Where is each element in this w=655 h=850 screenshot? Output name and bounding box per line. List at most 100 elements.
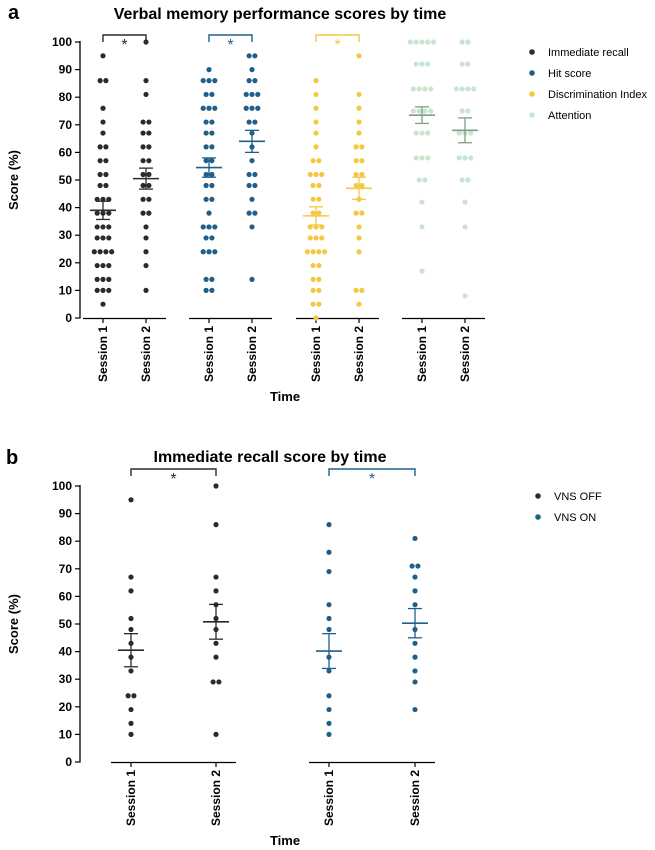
data-point — [412, 706, 418, 713]
data-point — [209, 235, 215, 241]
data-point — [316, 249, 322, 255]
data-point — [409, 563, 415, 569]
data-point — [209, 119, 215, 125]
data-point — [465, 177, 471, 183]
data-point — [326, 568, 332, 575]
data-point — [410, 86, 416, 92]
y-tick-label: 10 — [59, 727, 73, 741]
data-point — [326, 693, 332, 699]
data-point — [359, 171, 365, 178]
data-point — [425, 61, 431, 67]
data-point — [465, 61, 471, 67]
data-point — [206, 249, 212, 255]
data-point — [100, 276, 106, 282]
data-point — [425, 130, 431, 136]
data-point — [103, 158, 109, 164]
data-point — [307, 171, 313, 178]
data-point — [326, 549, 332, 555]
data-point — [359, 144, 365, 150]
data-point — [94, 224, 100, 230]
data-point — [140, 119, 146, 125]
data-point — [310, 182, 316, 189]
data-point — [203, 182, 209, 189]
data-point — [146, 130, 152, 136]
legend-label: Attention — [548, 110, 591, 122]
data-point — [462, 199, 468, 205]
data-point — [203, 171, 209, 178]
x-tick-label: Session 2 — [352, 326, 366, 382]
data-point — [313, 130, 319, 136]
data-point — [310, 249, 316, 255]
data-point — [419, 39, 425, 45]
y-tick-label: 10 — [59, 283, 73, 297]
data-point — [209, 144, 215, 150]
legend-label: Discrimination Index — [548, 89, 648, 101]
data-point — [425, 155, 431, 161]
data-point — [206, 224, 212, 230]
data-point — [326, 706, 332, 713]
data-point — [140, 130, 146, 136]
data-point — [249, 158, 255, 164]
data-point — [100, 262, 106, 269]
data-point — [313, 91, 319, 98]
data-point — [246, 53, 252, 59]
data-point — [415, 563, 421, 569]
legend-label: Immediate recall — [548, 47, 629, 59]
data-point — [412, 574, 418, 580]
data-point — [140, 144, 146, 150]
data-point — [103, 144, 109, 150]
data-point — [412, 602, 418, 608]
data-point — [246, 171, 252, 178]
data-point — [97, 144, 103, 150]
data-point — [146, 210, 152, 216]
data-point — [353, 182, 359, 189]
data-point — [246, 182, 252, 189]
x-tick-label: Session 2 — [408, 770, 422, 826]
data-point — [462, 293, 468, 299]
data-point — [103, 78, 109, 84]
data-point — [459, 177, 465, 183]
data-point — [213, 640, 219, 646]
y-tick-label: 100 — [52, 35, 72, 49]
data-point — [413, 155, 419, 161]
data-point — [326, 615, 332, 622]
y-tick-label: 40 — [59, 645, 73, 659]
data-point — [203, 119, 209, 125]
data-point — [252, 78, 258, 84]
x-tick-label: Session 1 — [322, 770, 336, 826]
data-point — [209, 130, 215, 136]
data-point — [97, 158, 103, 164]
data-point — [203, 130, 209, 136]
data-point — [313, 78, 319, 84]
significance-star: * — [227, 37, 233, 54]
significance-star: * — [170, 471, 176, 488]
legend-marker — [529, 112, 535, 118]
data-point — [359, 182, 365, 189]
y-axis-title: Score (%) — [6, 594, 21, 654]
data-point — [310, 287, 316, 293]
data-point — [359, 287, 365, 293]
data-point — [128, 720, 134, 726]
data-point — [146, 182, 152, 189]
data-point — [97, 78, 103, 84]
data-point — [316, 262, 322, 269]
data-point — [252, 210, 258, 216]
data-point — [213, 588, 219, 594]
x-axis-title: Time — [270, 833, 300, 848]
data-point — [431, 39, 437, 45]
significance-star: * — [369, 471, 375, 488]
data-point — [94, 210, 100, 216]
data-point — [94, 276, 100, 282]
data-point — [413, 39, 419, 45]
y-tick-label: 70 — [59, 562, 73, 576]
data-point — [140, 158, 146, 164]
data-point — [206, 105, 212, 111]
data-point — [213, 574, 219, 580]
plot-area-b: 0 10 20 30 40 50 60 70 80 90 100 Score (%) Time Sessi… — [6, 468, 602, 848]
data-point — [465, 39, 471, 45]
data-point — [356, 301, 362, 307]
data-point — [316, 182, 322, 189]
data-point — [203, 235, 209, 241]
data-point — [428, 108, 434, 114]
